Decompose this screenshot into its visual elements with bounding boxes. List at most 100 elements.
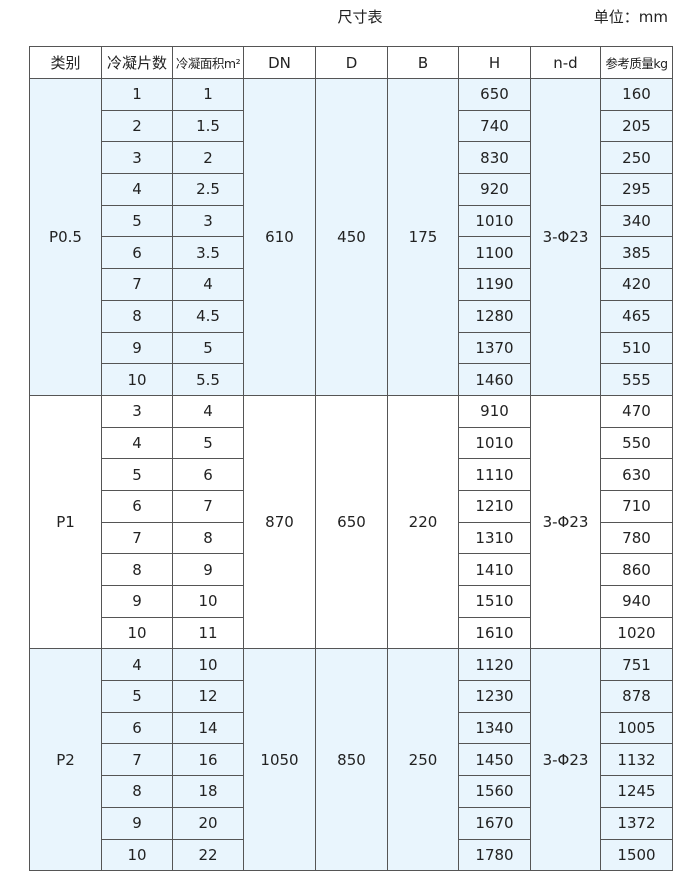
mass-cell: 1132: [600, 743, 673, 777]
mass-cell: 555: [600, 363, 673, 396]
table-row: 4 5 1010 550: [30, 426, 673, 460]
mass-cell: 465: [600, 299, 673, 333]
unit-label: 单位：mm: [593, 8, 668, 26]
header-h: H: [458, 46, 531, 79]
table-row: 6 3.5 1100 385: [30, 236, 673, 270]
table-row: P2 4 10 1050 850 250 1120 3-Φ23 751: [29, 648, 673, 872]
table-row: 9 10 1510 940: [30, 585, 673, 618]
mass-cell: 510: [600, 331, 673, 365]
area-cell: 20: [172, 806, 244, 840]
b-cell: 175: [387, 78, 459, 396]
mass-cell: 1020: [600, 616, 673, 650]
table-row: 10 22 1780 1500: [30, 838, 673, 872]
h-cell: 740: [458, 109, 531, 143]
pieces-cell: 6: [101, 711, 173, 745]
h-cell: 1010: [458, 204, 531, 238]
h-cell: 1280: [458, 299, 531, 333]
h-cell: 1230: [458, 680, 531, 713]
h-cell: 1460: [458, 363, 531, 396]
h-cell: 920: [458, 173, 531, 206]
area-cell: 5.5: [172, 363, 244, 396]
table-row: 6 7 1210 710: [30, 489, 673, 523]
mass-cell: 340: [600, 204, 673, 238]
mass-cell: 295: [600, 173, 673, 206]
area-cell: 3: [172, 204, 244, 238]
area-cell: 11: [172, 616, 244, 650]
nd-cell: 3-Φ23: [530, 648, 601, 872]
h-cell: 1100: [458, 236, 531, 270]
area-cell: 9: [172, 553, 244, 586]
area-cell: 2.5: [172, 173, 244, 206]
header-category: 类别: [29, 46, 102, 79]
pieces-cell: 10: [101, 363, 173, 396]
pieces-cell: 4: [101, 173, 173, 206]
table-row: 5 6 1110 630: [30, 458, 673, 491]
table-row: 9 5 1370 510: [30, 331, 673, 365]
table-row: 2 1.5 740 205: [30, 109, 673, 143]
category-cell: P0.5: [29, 78, 102, 396]
table-row: 9 20 1670 1372: [30, 806, 673, 840]
table-row: 4 2.5 920 295: [30, 173, 673, 206]
table-row: 8 9 1410 860: [30, 553, 673, 586]
h-cell: 1340: [458, 711, 531, 745]
pieces-cell: 9: [101, 806, 173, 840]
header-row: 类别 冷凝片数 冷凝面积m² DN D B H n-d 参考质量kg: [29, 46, 673, 79]
mass-cell: 878: [600, 680, 673, 713]
area-cell: 16: [172, 743, 244, 777]
mass-cell: 710: [600, 489, 673, 523]
area-cell: 10: [172, 585, 244, 618]
header-pieces: 冷凝片数: [101, 46, 173, 79]
table-row: 7 4 1190 420: [30, 268, 673, 301]
pieces-cell: 9: [101, 331, 173, 365]
d-cell: 650: [315, 394, 388, 650]
mass-cell: 751: [600, 648, 673, 682]
mass-cell: 1245: [600, 775, 673, 808]
area-cell: 14: [172, 711, 244, 745]
pieces-cell: 1: [101, 78, 173, 111]
d-cell: 450: [315, 78, 388, 396]
pieces-cell: 2: [101, 109, 173, 143]
h-cell: 1010: [458, 426, 531, 460]
mass-cell: 205: [600, 109, 673, 143]
table-row: 5 12 1230 878: [30, 680, 673, 713]
pieces-cell: 8: [101, 553, 173, 586]
pieces-cell: 6: [101, 236, 173, 270]
area-cell: 4.5: [172, 299, 244, 333]
table-row: 8 4.5 1280 465: [30, 299, 673, 333]
mass-cell: 550: [600, 426, 673, 460]
dn-cell: 1050: [243, 648, 316, 872]
mass-cell: 860: [600, 553, 673, 586]
table-row: P1 3 4 870 650 220 910 3-Φ23 470: [29, 394, 673, 650]
h-cell: 1410: [458, 553, 531, 586]
nd-cell: 3-Φ23: [530, 78, 601, 396]
h-cell: 1110: [458, 458, 531, 491]
dn-cell: 610: [243, 78, 316, 396]
header-dn: DN: [243, 46, 316, 79]
h-cell: 1210: [458, 489, 531, 523]
header-b: B: [387, 46, 459, 79]
h-cell: 1560: [458, 775, 531, 808]
b-cell: 220: [387, 394, 459, 650]
area-cell: 1: [172, 78, 244, 111]
table-row: 7 16 1450 1132: [30, 743, 673, 777]
h-cell: 1370: [458, 331, 531, 365]
area-cell: 4: [172, 268, 244, 301]
area-cell: 2: [172, 141, 244, 175]
pieces-cell: 4: [101, 648, 173, 682]
h-cell: 650: [458, 78, 531, 111]
area-cell: 3.5: [172, 236, 244, 270]
table-row: 8 18 1560 1245: [30, 775, 673, 808]
mass-cell: 470: [600, 394, 673, 428]
mass-cell: 250: [600, 141, 673, 175]
mass-cell: 1500: [600, 838, 673, 872]
h-cell: 830: [458, 141, 531, 175]
d-cell: 850: [315, 648, 388, 872]
pieces-cell: 9: [101, 585, 173, 618]
pieces-cell: 6: [101, 489, 173, 523]
header-d: D: [315, 46, 388, 79]
area-cell: 18: [172, 775, 244, 808]
dn-cell: 870: [243, 394, 316, 650]
pieces-cell: 10: [101, 616, 173, 650]
mass-cell: 780: [600, 521, 673, 555]
area-cell: 7: [172, 489, 244, 523]
